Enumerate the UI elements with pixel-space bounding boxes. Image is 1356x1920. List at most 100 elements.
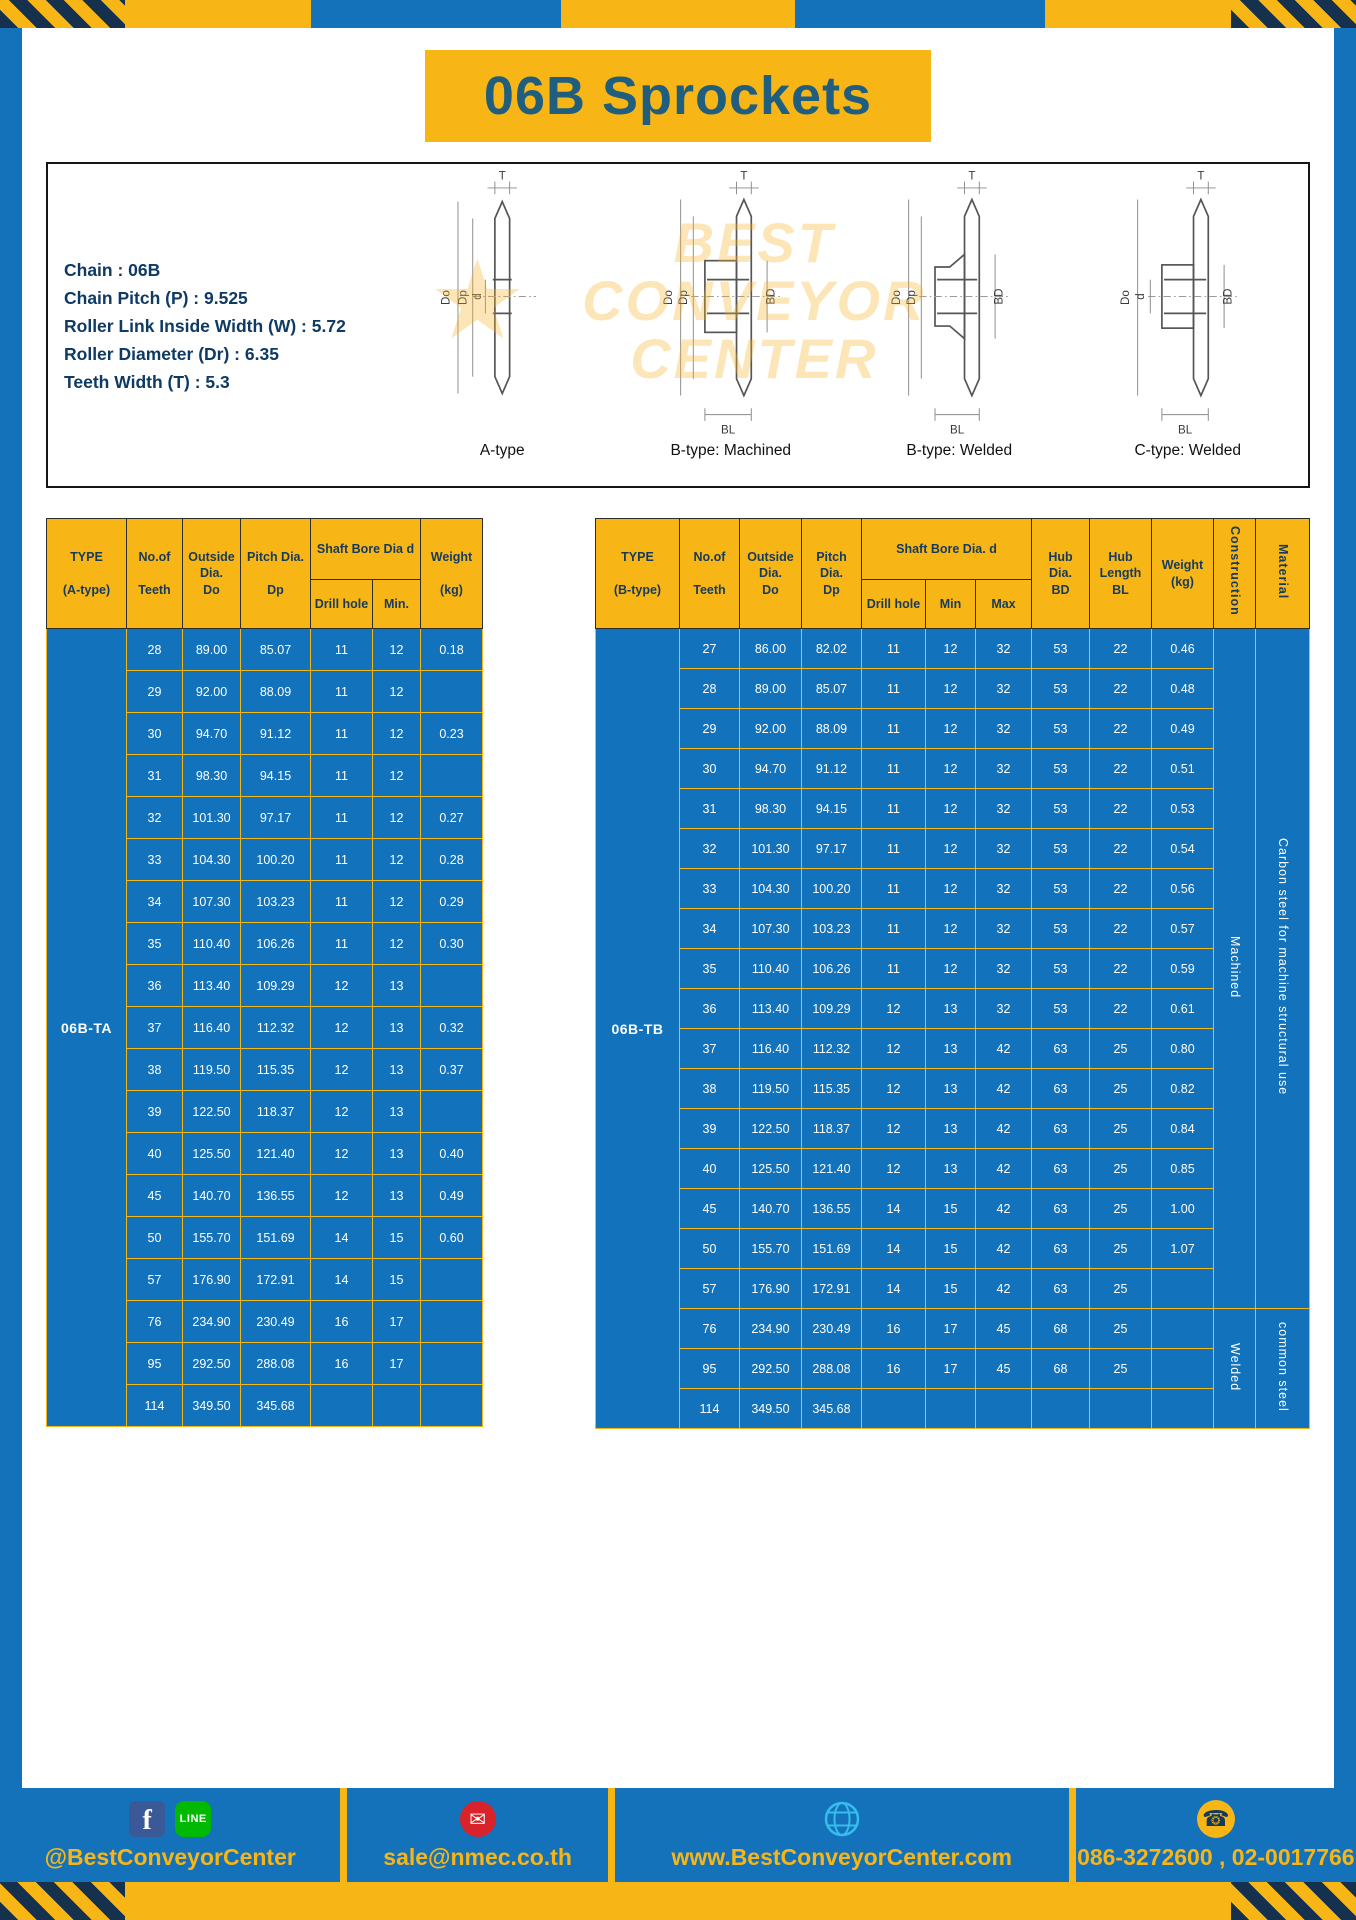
table-cell: 39 <box>678 1108 740 1149</box>
table-cell: 12 <box>860 1108 926 1149</box>
table-row: 32 101.30 97.17 11 12 32 53 22 0.54 <box>595 828 1309 869</box>
table-cell: 32 <box>974 668 1033 709</box>
table-cell: 116.40 <box>738 1028 802 1069</box>
table-cell: 13 <box>372 1132 421 1175</box>
table-cell: 119.50 <box>182 1048 241 1091</box>
table-cell: 33 <box>126 838 183 881</box>
table-row: 39 122.50 118.37 12 13 <box>47 1090 483 1133</box>
table-cell: 288.08 <box>240 1342 311 1385</box>
table-cell: 140.70 <box>182 1174 241 1217</box>
table-cell: 1.07 <box>1151 1228 1214 1269</box>
sprocket-drawing-c-welded: T Do d BD <box>1120 170 1239 437</box>
table-row: 38 119.50 115.35 12 13 42 63 25 0.82 <box>595 1068 1309 1109</box>
table-cell: 42 <box>974 1188 1033 1229</box>
table-cell: 0.28 <box>420 838 483 881</box>
table-cell: 53 <box>1031 668 1090 709</box>
table-cell: 32 <box>974 788 1033 829</box>
table-cell: 22 <box>1089 708 1152 749</box>
sprocket-drawing-b-machined: T Do Dp BD <box>663 170 782 437</box>
svg-text:T: T <box>740 170 747 182</box>
line-icon: LINE <box>175 1801 212 1837</box>
table-row: 30 94.70 91.12 11 12 0.23 <box>47 712 483 755</box>
table-cell: 12 <box>924 788 976 829</box>
table-row: 29 92.00 88.09 11 12 <box>47 670 483 713</box>
col-header-shaft-bore: Shaft Bore Dia d <box>310 518 421 580</box>
table-row: 31 98.30 94.15 11 12 <box>47 754 483 797</box>
table-row: 114 349.50 345.68 <box>595 1388 1309 1429</box>
a-type-table: TYPE (A-type) No.of Teeth Outside Dia. D… <box>46 518 483 1427</box>
table-cell: 53 <box>1031 788 1090 829</box>
svg-text:Do: Do <box>1120 290 1132 305</box>
table-cell: 13 <box>924 1028 976 1069</box>
table-cell: 14 <box>860 1268 926 1309</box>
table-cell: 30 <box>678 748 740 789</box>
table-cell: 0.57 <box>1151 908 1214 949</box>
table-cell: 112.32 <box>240 1006 311 1049</box>
table-cell: 91.12 <box>800 748 862 789</box>
table-row: 39 122.50 118.37 12 13 42 63 25 0.84 <box>595 1108 1309 1149</box>
table-cell: 345.68 <box>240 1384 311 1427</box>
diagram-caption: B-type: Welded <box>906 442 1013 459</box>
table-cell: 22 <box>1089 908 1152 949</box>
table-cell: 98.30 <box>738 788 802 829</box>
svg-text:T: T <box>968 170 975 182</box>
table-cell: 121.40 <box>240 1132 311 1175</box>
phone-text: 086-3272600 , 02-0017766 <box>1077 1844 1355 1870</box>
table-cell: 63 <box>1031 1148 1090 1189</box>
diagram-a-type: T Do Dp d A-type <box>388 170 617 484</box>
table-cell: 45 <box>974 1348 1033 1389</box>
table-row: 06B-TA 28 89.00 85.07 11 12 0.18 <box>46 628 483 1427</box>
table-cell: 40 <box>126 1132 183 1175</box>
table-cell: 118.37 <box>240 1090 311 1133</box>
table-cell: 12 <box>372 670 421 713</box>
table-cell: 11 <box>860 708 926 749</box>
table-cell: 114 <box>126 1384 183 1427</box>
table-cell: 14 <box>860 1228 926 1269</box>
bottom-yellow-bar <box>125 1882 1231 1920</box>
top-yellow-segment <box>125 0 311 28</box>
table-cell: 27 <box>678 628 740 669</box>
table-cell: 12 <box>924 708 976 749</box>
table-cell: 349.50 <box>182 1384 241 1427</box>
col-header-outside-dia: Outside Dia. Do <box>182 518 241 629</box>
table-cell: 53 <box>1031 628 1090 669</box>
table-cell <box>1151 1308 1214 1349</box>
table-cell: 57 <box>678 1268 740 1309</box>
table-cell: 29 <box>678 708 740 749</box>
top-decoration-bar <box>0 0 1356 28</box>
table-cell: 42 <box>974 1268 1033 1309</box>
sprocket-diagrams: T Do Dp d A-type <box>388 170 1302 484</box>
svg-text:BD: BD <box>993 288 1005 304</box>
table-cell: 0.51 <box>1151 748 1214 789</box>
col-header-construction: Construction <box>1213 518 1256 629</box>
content-sheet: 06B Sprockets Chain : 06B Chain Pitch (P… <box>22 28 1334 1788</box>
table-cell <box>420 1258 483 1301</box>
table-cell: 106.26 <box>800 948 862 989</box>
table-cell: 151.69 <box>240 1216 311 1259</box>
col-header-type: TYPE (A-type) <box>46 518 127 629</box>
mail-icon: ✉ <box>459 1801 496 1837</box>
table-cell: 0.32 <box>420 1006 483 1049</box>
table-cell: 33 <box>678 868 740 909</box>
top-blue-gap <box>311 0 561 28</box>
table-cell: 22 <box>1089 948 1152 989</box>
table-cell: 92.00 <box>182 670 241 713</box>
table-cell: 12 <box>924 908 976 949</box>
table-cell: 35 <box>678 948 740 989</box>
table-cell: 39 <box>126 1090 183 1133</box>
table-row: 36 113.40 109.29 12 13 32 53 22 0.61 <box>595 988 1309 1029</box>
table-cell: 14 <box>310 1258 373 1301</box>
phone-icon-row: ☎ <box>1196 1799 1235 1839</box>
type-cell: 06B-TA <box>46 628 127 1427</box>
col-header-outside-dia: Outside Dia. Do <box>738 518 802 629</box>
table-row: 38 119.50 115.35 12 13 0.37 <box>47 1048 483 1091</box>
table-cell: 42 <box>974 1068 1033 1109</box>
table-cell: 92.00 <box>738 708 802 749</box>
diagram-caption: B-type: Machined <box>670 442 792 459</box>
table-cell: 0.59 <box>1151 948 1214 989</box>
svg-text:T: T <box>1197 170 1204 182</box>
table-cell <box>1089 1388 1152 1429</box>
table-cell <box>974 1388 1033 1429</box>
spec-line: Roller Diameter (Dr) : 6.35 <box>64 344 279 364</box>
table-cell: 0.37 <box>420 1048 483 1091</box>
